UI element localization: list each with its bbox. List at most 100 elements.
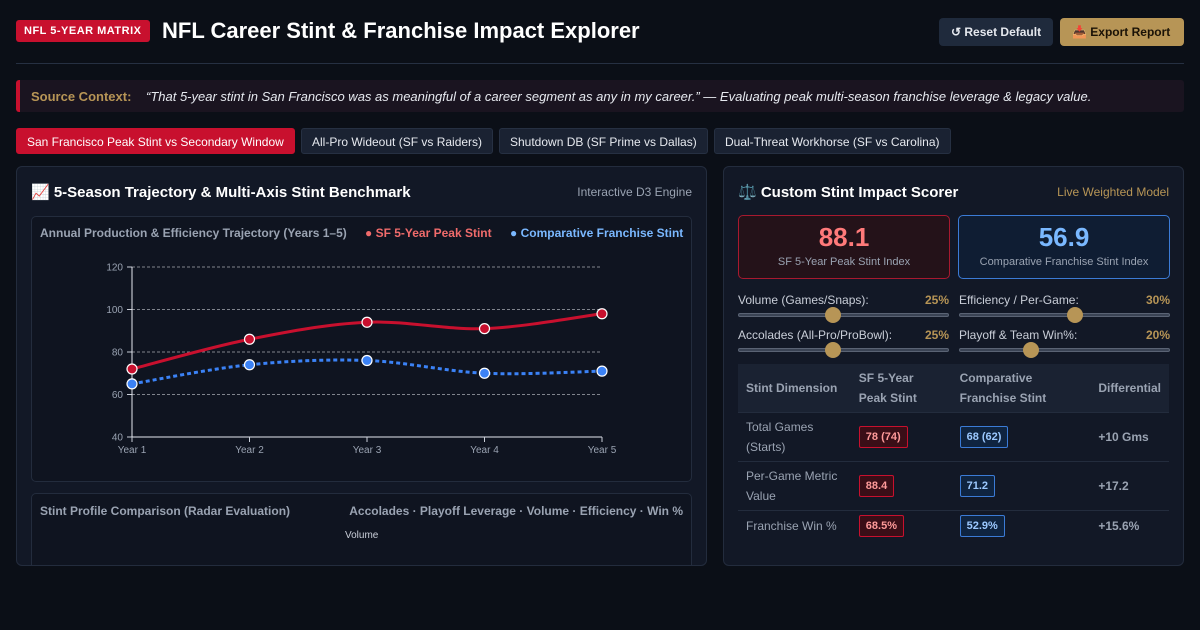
differential-cell: +17.2 <box>1090 461 1169 511</box>
legend-comparative-stint[interactable]: ● Comparative Franchise Stint <box>510 226 684 240</box>
column-header: Stint Dimension <box>738 364 851 413</box>
comparative-stint-index-card: 56.9 Comparative Franchise Stint Index <box>958 215 1170 279</box>
source-context-label: Source Context: <box>31 89 132 104</box>
comparative-stint-point <box>126 378 138 390</box>
tab-all-pro-wideout[interactable]: All-Pro Wideout (SF vs Raiders) <box>301 128 494 154</box>
playoff-weight-slider: Playoff & Team Win%: 20% <box>959 328 1170 358</box>
radar-volume-label: Volume <box>345 530 379 541</box>
differential-cell: +15.6% <box>1090 510 1169 541</box>
y-tick-label: 60 <box>112 390 124 401</box>
sf-stint-point <box>361 316 373 328</box>
comp-cell: 71.2 <box>951 461 1091 511</box>
radar-card: Stint Profile Comparison (Radar Evaluati… <box>31 493 692 565</box>
sf-stint-point <box>478 323 491 335</box>
slider-percent: 20% <box>1145 328 1170 342</box>
x-tick-label: Year 4 <box>470 445 499 456</box>
efficiency-weight-slider: Efficiency / Per-Game: 30% <box>959 293 1170 323</box>
comparative-stint-line <box>131 358 603 386</box>
stint-comparison-table: Stint Dimension SF 5-Year Peak Stint Com… <box>738 364 1169 541</box>
slider-track[interactable] <box>738 342 949 358</box>
x-tick-label: Year 1 <box>118 445 147 456</box>
sf-stint-point <box>126 363 138 375</box>
x-tick-label: Year 5 <box>588 445 617 456</box>
comparative-value-pill: 68 (62) <box>959 426 1009 448</box>
tab-dual-threat-workhorse[interactable]: Dual-Threat Workhorse (SF vs Carolina) <box>714 128 951 154</box>
y-tick-label: 80 <box>112 348 124 359</box>
slider-percent: 25% <box>924 293 949 307</box>
comparative-stint-index-value: 56.9 <box>1038 222 1090 252</box>
slider-percent: 25% <box>924 328 949 342</box>
sf-cell: 88.4 <box>850 461 952 511</box>
table-row: Total Games (Starts) 78 (74) 68 (62) +10… <box>738 412 1169 462</box>
accolades-weight-slider: Accolades (All-Pro/ProBowl): 25% <box>738 328 949 358</box>
export-report-button[interactable]: 📥 Export Report <box>1060 18 1184 46</box>
comparative-stint-point <box>596 365 608 377</box>
live-model-label: Live Weighted Model <box>1057 185 1169 199</box>
stint-scorer-panel: ⚖️ Custom Stint Impact Scorer Live Weigh… <box>723 166 1184 566</box>
slider-track[interactable] <box>738 307 949 323</box>
radar-title: Stint Profile Comparison (Radar Evaluati… <box>40 504 291 518</box>
comparative-stint-point <box>243 359 256 371</box>
x-tick-label: Year 3 <box>353 445 382 456</box>
legend-sf-peak-stint[interactable]: ● SF 5-Year Peak Stint <box>365 226 492 240</box>
comparative-value-pill: 52.9% <box>959 515 1005 537</box>
table-row: Franchise Win % 68.5% 52.9% +15.6% <box>738 510 1169 541</box>
x-tick-label: Year 2 <box>235 445 264 456</box>
slider-thumb[interactable] <box>825 307 842 323</box>
comparative-stint-index-label: Comparative Franchise Stint Index <box>979 256 1149 268</box>
dimension-cell: Total Games (Starts) <box>738 412 851 462</box>
dimension-cell: Per-Game Metric Value <box>738 461 851 511</box>
slider-track[interactable] <box>959 342 1170 358</box>
trajectory-line-chart: 40 60 80 100 120 Year 1 Year 2 Year 3 Year 4 Year… <box>106 263 617 457</box>
slider-thumb[interactable] <box>1023 342 1040 358</box>
page-title: NFL Career Stint & Franchise Impact Expl… <box>162 18 640 43</box>
slider-track[interactable] <box>959 307 1170 323</box>
header: NFL 5-YEAR MATRIX NFL Career Stint & Fra… <box>16 17 1184 47</box>
sf-cell: 78 (74) <box>850 412 952 462</box>
comp-cell: 68 (62) <box>951 412 1091 462</box>
slider-thumb[interactable] <box>1066 307 1083 323</box>
tab-shutdown-db[interactable]: Shutdown DB (SF Prime vs Dallas) <box>499 128 708 154</box>
tab-sf-peak-stint[interactable]: San Francisco Peak Stint vs Secondary Wi… <box>16 128 295 154</box>
slider-thumb[interactable] <box>825 342 842 358</box>
y-tick-label: 120 <box>106 263 123 274</box>
chart-title: Annual Production & Efficiency Trajector… <box>40 226 347 240</box>
sf-stint-point <box>596 308 608 320</box>
comparative-stint-point <box>478 367 491 379</box>
sf-stint-index-value: 88.1 <box>818 222 870 252</box>
comparative-stint-point <box>361 354 373 367</box>
reset-default-button[interactable]: ↺ Reset Default <box>939 18 1054 46</box>
slider-percent: 30% <box>1145 293 1170 307</box>
sf-value-pill: 88.4 <box>858 475 895 497</box>
sf-stint-index-label: SF 5-Year Peak Stint Index <box>777 256 911 268</box>
sf-value-pill: 78 (74) <box>858 426 908 448</box>
source-context-banner: Source Context: “That 5-year stint in Sa… <box>16 80 1184 112</box>
sf-stint-point <box>243 333 256 345</box>
radar-axes-list: Accolades · Playoff Leverage · Volume · … <box>349 504 683 518</box>
y-tick-label: 40 <box>112 433 124 444</box>
trajectory-panel: 📈 5-Season Trajectory & Multi-Axis Stint… <box>16 166 707 566</box>
header-divider <box>16 63 1184 64</box>
sf-value-pill: 68.5% <box>858 515 904 537</box>
slider-label: Playoff & Team Win%: <box>959 328 1078 342</box>
comp-cell: 52.9% <box>951 510 1091 541</box>
column-header: Comparative Franchise Stint <box>951 364 1091 413</box>
slider-label: Efficiency / Per-Game: <box>959 293 1079 307</box>
matrix-badge: NFL 5-YEAR MATRIX <box>16 20 150 42</box>
comparative-value-pill: 71.2 <box>959 475 995 497</box>
column-header: SF 5-Year Peak Stint <box>850 364 952 413</box>
column-header: Differential <box>1090 364 1169 413</box>
volume-weight-slider: Volume (Games/Snaps): 25% <box>738 293 949 323</box>
sf-cell: 68.5% <box>850 510 952 541</box>
slider-label: Volume (Games/Snaps): <box>738 293 869 307</box>
trajectory-panel-title: 📈 5-Season Trajectory & Multi-Axis Stint… <box>31 184 411 201</box>
engine-label: Interactive D3 Engine <box>577 185 692 199</box>
slider-label: Accolades (All-Pro/ProBowl): <box>738 328 893 342</box>
table-row: Per-Game Metric Value 88.4 71.2 +17.2 <box>738 461 1169 511</box>
dimension-cell: Franchise Win % <box>738 510 851 541</box>
y-tick-label: 100 <box>106 305 123 316</box>
scorer-panel-title: ⚖️ Custom Stint Impact Scorer <box>738 184 959 201</box>
trajectory-chart-card: 40 60 80 100 120 Year 1 Year 2 Year 3 Year 4 Year… <box>31 216 692 482</box>
source-context-quote: “That 5-year stint in San Francisco was … <box>146 89 1092 104</box>
differential-cell: +10 Gms <box>1090 412 1169 462</box>
